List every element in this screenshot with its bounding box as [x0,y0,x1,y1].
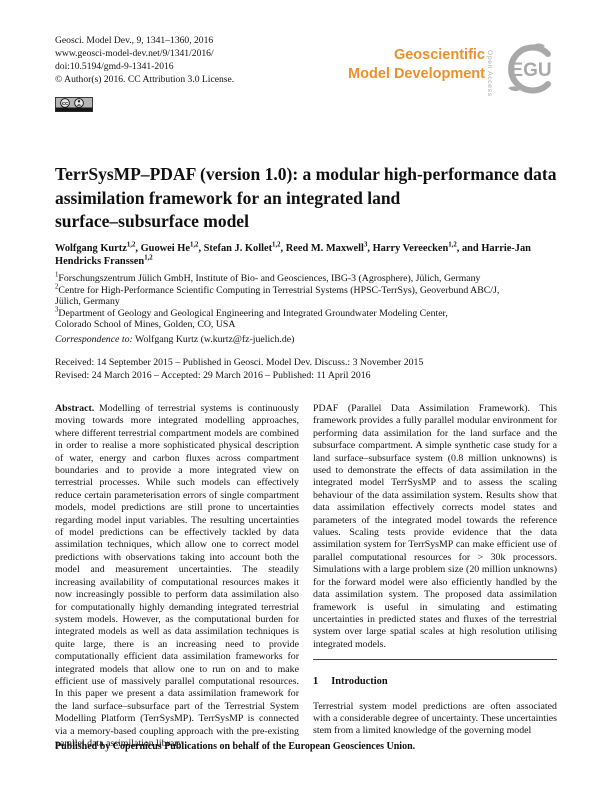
section-heading-introduction: 1 Introduction [313,676,557,688]
license-line: © Author(s) 2016. CC Attribution 3.0 Lic… [55,74,235,85]
body-columns: Abstract. Modelling of terrestrial syste… [55,403,557,750]
revised-line: Revised: 24 March 2016 – Accepted: 29 Ma… [55,369,371,381]
egu-logo-icon: EGU [501,42,563,101]
dates-block: Received: 14 September 2015 – Published … [55,357,561,383]
correspondence-label: Correspondence to: [55,334,133,345]
doi-line: doi:10.5194/gmd-9-1341-2016 [55,61,174,72]
right-column: PDAF (Parallel Data Assimilation Framewo… [313,403,557,750]
svg-text:cc: cc [62,101,68,107]
article-url: www.geosci-model-dev.net/9/1341/2016/ [55,48,214,59]
left-column: Abstract. Modelling of terrestrial syste… [55,403,299,750]
abstract-text-1: Modelling of terrestrial systems is cont… [55,403,299,749]
citation-block: Geosci. Model Dev., 9, 1341–1360, 2016 w… [55,34,234,86]
cc-by-badge-icon: cc [55,97,93,117]
authors-line: Wolfgang Kurtz1,2, Guowei He1,2, Stefan … [55,241,531,267]
affiliations: 1Forschungszentrum Jülich GmbH, Institut… [55,271,561,331]
section-divider [313,659,557,661]
title-line-1: TerrSysMP–PDAF (version 1.0): a modular … [55,164,557,184]
affiliation-line: 2Centre for High-Performance Scientific … [55,283,500,308]
abstract-part2: PDAF (Parallel Data Assimilation Framewo… [313,403,557,650]
journal-citation: Geosci. Model Dev., 9, 1341–1360, 2016 [55,35,214,46]
correspondence-line: Correspondence to: Wolfgang Kurtz (w.kur… [55,334,561,345]
journal-name-line1: Geoscientific [393,47,485,63]
correspondence-contact: Wolfgang Kurtz (w.kurtz@fz-juelich.de) [132,334,295,345]
egu-acronym: EGU [510,60,551,81]
title-line-3: surface–subsurface model [55,211,249,231]
title-line-2: assimilation framework for an integrated… [55,187,401,208]
journal-brand: Geoscientific Model Development [348,46,485,83]
publisher-footer: Published by Copernicus Publications on … [55,741,416,752]
page-title: TerrSysMP–PDAF (version 1.0): a modular … [55,163,567,234]
open-access-label: Open Access [486,50,493,97]
affiliation-line: 1Forschungszentrum Jülich GmbH, Institut… [55,271,481,284]
intro-paragraph: Terrestrial system model predictions are… [313,700,557,737]
journal-name-line2: Model Development [348,65,485,82]
received-line: Received: 14 September 2015 – Published … [55,357,424,368]
abstract-part1: Abstract. Modelling of terrestrial syste… [55,403,299,750]
affiliation-line: 3Department of Geology and Geological En… [55,306,448,331]
section-title: Introduction [331,676,388,688]
section-number: 1 [313,676,319,688]
abstract-label: Abstract. [55,403,95,414]
